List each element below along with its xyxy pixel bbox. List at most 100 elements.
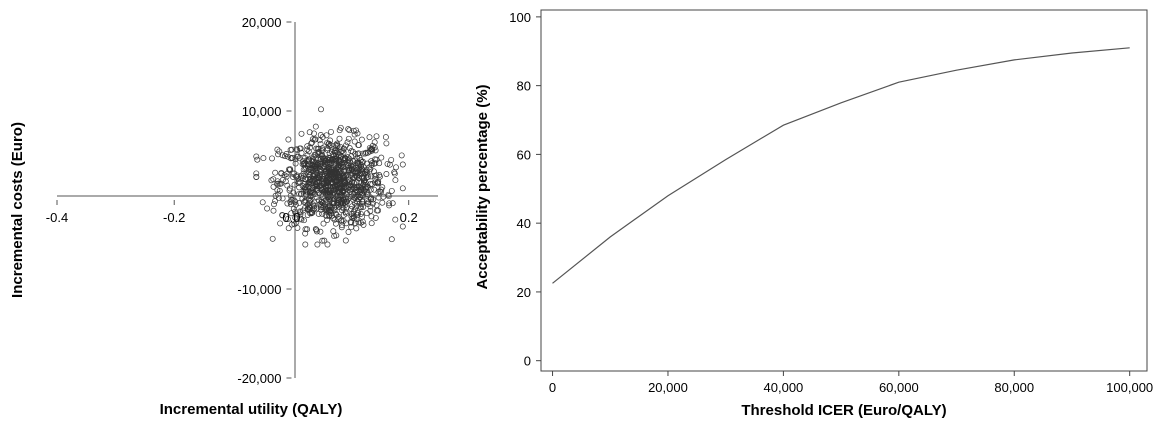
scatter-point [292,160,299,167]
scatter-point [307,198,313,205]
scatter-point [359,166,366,173]
scatter-point [296,200,302,207]
scatter-point [312,123,319,130]
scatter-point [326,157,333,164]
scatter-point [299,175,306,182]
scatter-point [369,181,376,188]
scatter-point [345,229,352,235]
scatter-point [344,139,351,146]
scatter-point [319,176,326,183]
scatter-points [253,106,406,248]
scatter-point [368,213,375,220]
scatter-point [341,156,348,163]
scatter-point [315,160,322,167]
scatter-point [272,198,279,204]
scatter-point [355,150,362,157]
scatter-point [304,143,311,150]
scatter-point [388,156,395,163]
scatter-point [370,168,377,175]
scatter-point [364,183,371,190]
scatter-point [350,180,357,186]
scatter-point [275,151,282,158]
scatter-point [359,213,366,220]
scatter-point [330,192,336,199]
scatter-point [291,170,298,177]
scatter-point [314,161,320,168]
scatter-point [332,153,339,160]
scatter-point [302,226,309,233]
scatter-point [253,153,260,160]
scatter-point [357,219,364,226]
scatter-point [301,217,307,224]
scatter-point [372,160,379,167]
scatter-point [305,163,311,170]
scatter-point [339,222,345,229]
scatter-point [386,202,393,209]
scatter-point [344,157,351,164]
scatter-point [383,140,390,147]
scatter-point [287,146,294,153]
scatter-point [279,152,286,159]
line-y-axis-title: Acceptability percentage (%) [474,84,491,289]
scatter-point [335,197,342,203]
scatter-point [323,213,330,220]
scatter-x-tick-label: 0.0 [282,210,300,225]
scatter-point [287,201,294,208]
scatter-point [365,199,372,206]
scatter-point [311,203,317,209]
scatter-point [386,200,393,207]
line-plot-frame [540,9,1148,372]
scatter-point [359,168,366,175]
scatter-point [290,173,296,180]
scatter-point [315,197,322,204]
scatter-point [323,206,330,213]
scatter-point [353,225,360,232]
scatter-point [284,200,291,207]
scatter-point [317,132,324,138]
scatter-point [270,176,277,183]
scatter-point [353,198,360,205]
scatter-point [340,212,347,219]
scatter-point [288,221,295,228]
scatter-point [371,172,378,179]
scatter-point [315,150,322,157]
scatter-point [324,170,330,177]
scatter-point [379,199,386,206]
scatter-point [328,128,334,135]
scatter-point [330,215,337,222]
scatter-point [325,140,332,147]
scatter-point [259,199,266,206]
scatter-point [321,237,328,244]
scatter-point [360,178,367,185]
scatter-point [338,153,345,160]
scatter-point [332,167,339,174]
line-y-tick-label: 80 [517,79,531,94]
scatter-point [319,165,326,172]
scatter-point [317,228,324,235]
scatter-point [368,220,375,227]
scatter-point [315,175,322,181]
scatter-point [319,186,325,193]
scatter-point [274,146,281,153]
scatter-point [355,184,362,190]
scatter-y-tick-label: 20,000 [242,15,282,30]
scatter-point [282,153,288,159]
scatter-x-axis-title: Incremental utility (QALY) [160,401,343,418]
scatter-point [302,199,309,206]
scatter-point [345,167,352,174]
scatter-point [319,134,326,141]
scatter-point [332,156,339,163]
scatter-point [272,169,279,176]
scatter-point [354,169,361,176]
scatter-point [367,186,374,193]
line-x-tick-label: 80,000 [994,380,1034,395]
scatter-point [372,214,379,221]
scatter-point [311,199,318,206]
scatter-point [306,172,313,179]
scatter-point [348,219,355,226]
scatter-point [373,207,380,214]
scatter-point [360,203,367,210]
line-y-tick-label: 100 [509,10,531,25]
scatter-point [353,127,360,134]
line-x-tick-label: 0 [549,380,556,395]
